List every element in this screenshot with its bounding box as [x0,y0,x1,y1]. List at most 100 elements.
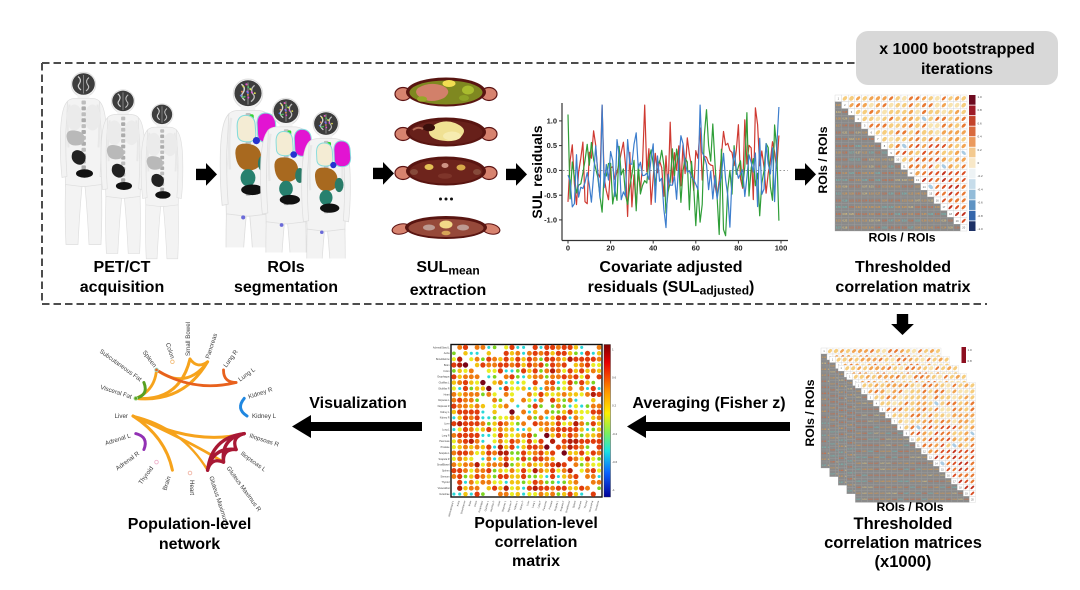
svg-text:Iliopsoas R: Iliopsoas R [438,405,450,408]
svg-text:0.6: 0.6 [612,376,617,380]
svg-text:100: 100 [775,244,788,253]
svg-text:Thyroid: Thyroid [137,465,155,486]
svg-text:Heart: Heart [444,393,450,396]
svg-text:Kidney L: Kidney L [513,500,518,510]
svg-text:Aorta: Aorta [444,352,450,355]
svg-text:Heart: Heart [497,500,501,507]
svg-text:Spleen: Spleen [141,349,158,369]
svg-text:-0.6: -0.6 [978,201,984,205]
svg-text:Kidney L: Kidney L [252,413,277,420]
svg-text:Thyroid: Thyroid [584,500,589,509]
svg-text:SmallBowel: SmallBowel [565,500,571,513]
svg-text:GlutMax L: GlutMax L [439,382,451,385]
svg-text:1.0: 1.0 [968,348,973,352]
svg-text:VisceralFat: VisceralFat [438,487,450,490]
svg-text:Esophagus: Esophagus [478,500,484,513]
svg-text:Prostate: Prostate [441,446,451,449]
svg-text:AdrenalGland L: AdrenalGland L [448,500,455,517]
svg-text:0.6: 0.6 [978,121,983,125]
svg-text:Iliopsoas R: Iliopsoas R [507,500,513,512]
svg-text:VisceralFat: VisceralFat [588,500,594,513]
svg-text:Colon: Colon [164,342,176,360]
svg-text:-0.6: -0.6 [612,460,618,464]
svg-text:Prostate: Prostate [548,500,553,510]
svg-text:Spleen: Spleen [442,470,450,473]
svg-text:80: 80 [734,244,742,253]
svg-text:0: 0 [978,161,980,165]
svg-text:0.2: 0.2 [978,148,983,152]
svg-text:-0.8: -0.8 [978,214,984,218]
svg-text:SUL residuals: SUL residuals [529,125,545,218]
svg-text:Heart: Heart [188,480,195,495]
svg-text:Brain: Brain [468,500,473,507]
svg-text:1: 1 [612,348,614,352]
svg-text:Liver: Liver [444,423,449,426]
svg-text:-1: -1 [612,488,615,492]
svg-text:Scapula R: Scapula R [559,500,565,512]
svg-text:-0.4: -0.4 [978,187,984,191]
svg-text:Spleen: Spleen [572,500,577,509]
svg-text:-1.0: -1.0 [544,216,557,225]
svg-text:Scapula L: Scapula L [554,500,560,512]
svg-text:Vertebrae: Vertebrae [439,493,450,496]
svg-text:GlutMax R: GlutMax R [490,500,496,512]
svg-text:ROIs / ROIs: ROIs / ROIs [816,126,830,193]
svg-text:AdrenalGland L: AdrenalGland L [433,346,450,349]
svg-text:Adrenal L: Adrenal L [104,432,132,447]
svg-text:Pancreas: Pancreas [439,440,450,443]
svg-text:Brain: Brain [162,475,173,491]
svg-text:Pancreas: Pancreas [204,333,219,360]
svg-text:1.0: 1.0 [978,95,983,99]
svg-text:Kidney R: Kidney R [247,386,274,401]
svg-text:Liver: Liver [115,413,128,420]
svg-text:Pancreas: Pancreas [542,500,548,511]
svg-text:Lung R: Lung R [537,500,542,508]
svg-text:Thyroid: Thyroid [442,481,451,484]
svg-text:-0.2: -0.2 [978,174,984,178]
svg-text:-0.5: -0.5 [544,191,557,200]
svg-text:ROIs / ROIs: ROIs / ROIs [868,231,935,245]
svg-text:Visceral Fat: Visceral Fat [99,384,132,401]
svg-text:BoneMarrow: BoneMarrow [436,358,450,361]
svg-text:SmallBowel: SmallBowel [437,464,450,467]
svg-text:Esophagus: Esophagus [438,376,451,379]
svg-text:Kidney L: Kidney L [440,411,450,414]
svg-text:Lung R: Lung R [222,348,240,369]
svg-text:Kidney R: Kidney R [519,500,524,510]
svg-text:Colon: Colon [443,370,450,373]
svg-text:Sternum: Sternum [440,475,449,478]
svg-text:Lung L: Lung L [237,366,257,383]
svg-text:0.5: 0.5 [547,141,557,150]
svg-text:0.8: 0.8 [968,359,973,363]
svg-text:GlutMax L: GlutMax L [484,500,490,512]
svg-text:0.8: 0.8 [978,108,983,112]
svg-text:0.0: 0.0 [547,166,557,175]
svg-text:Scapula R: Scapula R [438,458,449,461]
svg-text:Vertebrae: Vertebrae [594,500,600,511]
svg-text:GlutMax R: GlutMax R [438,387,450,390]
svg-text:BoneMarrow: BoneMarrow [460,500,466,514]
svg-text:0.4: 0.4 [978,135,983,139]
svg-text:Iliopsoas L: Iliopsoas L [501,500,507,512]
svg-text:Iliopsoas L: Iliopsoas L [239,450,267,473]
svg-text:Subcutaneous Fat: Subcutaneous Fat [98,348,143,383]
svg-text:Small Bowel: Small Bowel [185,322,192,356]
svg-text:ROIs / ROIs: ROIs / ROIs [876,500,943,514]
svg-text:Kidney R: Kidney R [440,417,450,420]
svg-text:Liver: Liver [526,500,530,506]
svg-text:40: 40 [649,244,657,253]
svg-text:Colon: Colon [474,500,479,507]
svg-text:0.2: 0.2 [612,404,617,408]
svg-text:Iliopsoas R: Iliopsoas R [248,432,280,448]
svg-text:Lung L: Lung L [442,428,450,431]
svg-text:Scapula L: Scapula L [439,452,450,455]
svg-text:20: 20 [606,244,614,253]
svg-text:-1.0: -1.0 [978,227,984,231]
svg-text:Brain: Brain [444,364,450,367]
svg-text:1.0: 1.0 [547,117,557,126]
svg-text:Lung R: Lung R [442,434,450,437]
svg-text:60: 60 [692,244,700,253]
svg-text:-0.2: -0.2 [612,432,618,436]
svg-text:0: 0 [566,244,570,253]
svg-text:Gluteus Maximus R: Gluteus Maximus R [225,465,263,513]
